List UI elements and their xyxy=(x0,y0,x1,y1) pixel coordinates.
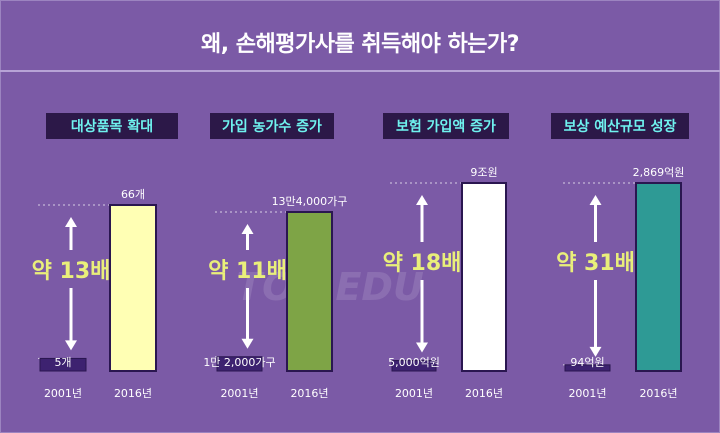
arrow-down-icon xyxy=(416,342,428,353)
value-label-2016: 9조원 xyxy=(470,166,497,179)
multiplier-label: 약 11배 xyxy=(208,259,287,284)
arrow-down-icon xyxy=(241,338,254,349)
chart-title: 가입 농가수 증가 xyxy=(222,119,322,135)
multiplier-label: 약 31배 xyxy=(556,251,635,276)
bar-2001 xyxy=(564,364,611,372)
category-label-2001: 2001년 xyxy=(395,387,433,400)
bar-2016 xyxy=(635,182,682,372)
bar-2001 xyxy=(391,360,437,372)
value-label-2001: 5,000억원 xyxy=(388,356,440,369)
multiplier-label: 약 13배 xyxy=(32,259,111,284)
chart-title-box xyxy=(383,113,509,139)
value-label-2001: 5개 xyxy=(54,356,71,369)
chart-title-box xyxy=(551,113,689,139)
value-label-2016: 66개 xyxy=(121,188,145,201)
value-label-2016: 13만4,000가구 xyxy=(272,195,348,208)
category-label-2001: 2001년 xyxy=(44,387,82,400)
category-label-2016: 2016년 xyxy=(465,387,503,400)
chart-panel-2: 가입 농가수 증가 1만 2,000가구 13만4,000가구 2001년 2016년 약… xyxy=(203,113,347,400)
bar-2001 xyxy=(39,357,87,372)
chart-title-box xyxy=(210,113,334,139)
arrow-down-icon xyxy=(65,340,77,351)
chart-title-box xyxy=(46,113,178,139)
arrow-up-icon xyxy=(65,217,77,227)
arrow-up-icon xyxy=(241,224,254,234)
header-divider xyxy=(0,70,720,72)
page-title: 왜, 손해평가사를 취득해야 하는가? xyxy=(201,32,519,57)
value-label-2001: 94억원 xyxy=(570,356,604,369)
arrow-up-icon xyxy=(416,195,428,205)
multiplier-label: 약 18배 xyxy=(383,251,462,276)
chart-title: 대상품목 확대 xyxy=(71,118,153,135)
value-label-2016: 2,869억원 xyxy=(633,166,685,179)
bar-2016 xyxy=(286,211,333,372)
chart-panel-4: 보상 예산규모 성장 94억원 2,869억원 2001년 2016년 약 31배 xyxy=(551,113,689,400)
chart-panel-3: 보험 가입액 증가 5,000억원 9조원 2001년 2016년 약 18배 xyxy=(383,113,509,400)
chart-title: 보상 예산규모 성장 xyxy=(564,118,677,135)
category-label-2016: 2016년 xyxy=(290,387,328,400)
category-label-2016: 2016년 xyxy=(639,387,677,400)
category-label-2016: 2016년 xyxy=(114,387,152,400)
bar-2001 xyxy=(216,356,263,372)
chart-panel-1: 대상품목 확대 5개 66개 2001년 2016년 약 13배 xyxy=(32,113,178,400)
arrow-up-icon xyxy=(589,195,602,205)
value-label-2001: 1만 2,000가구 xyxy=(203,356,275,369)
bar-2016 xyxy=(461,182,507,372)
category-label-2001: 2001년 xyxy=(568,387,606,400)
arrow-down-icon xyxy=(589,346,602,357)
bar-2016 xyxy=(109,204,157,372)
category-label-2001: 2001년 xyxy=(220,387,258,400)
chart-title: 보험 가입액 증가 xyxy=(396,118,496,135)
